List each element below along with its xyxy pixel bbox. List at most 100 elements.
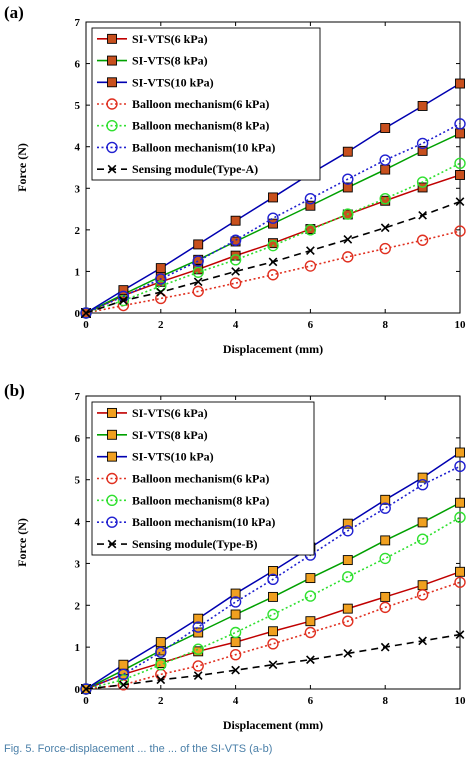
data-point [155,280,167,292]
data-point [416,234,429,246]
data-point [416,479,429,491]
data-point [342,208,354,220]
legend-marker [106,98,118,110]
data-point [380,591,391,602]
legend-label: SI-VTS(6 kPa) [132,32,208,46]
series-line [85,581,461,690]
data-point [155,659,167,671]
legend-label: Sensing module(Type-A) [132,162,258,176]
data-point [380,535,391,546]
panel-label: (b) [4,381,25,400]
y-tick-label: 5 [75,100,81,112]
data-point [192,621,204,633]
data-point [268,566,278,576]
legend-marker [106,141,118,154]
y-tick-label: 6 [75,433,81,445]
y-tick-label: 2 [75,225,81,237]
data-point [192,285,204,298]
data-point [193,613,204,624]
legend-marker [107,407,117,418]
data-point [155,637,166,648]
x-tick-label: 10 [455,319,467,331]
data-point [454,118,466,130]
data-point [229,234,242,246]
y-axis-title: Force (N) [15,518,29,567]
chart-panel-b: (b) 0 2 4 6 8 10 0 1 2 3 4 5 6 7 Displacement (mm) Force… [4,381,466,732]
data-point [342,251,354,263]
x-tick-label: 0 [83,319,89,331]
data-point [379,601,391,614]
legend-marker [107,33,117,44]
data-point [417,580,428,591]
data-point [417,101,428,111]
legend-marker [107,77,117,88]
data-point [380,164,391,175]
x-axis-title: Displacement (mm) [223,718,323,732]
legend-label: Balloon mechanism(6 kPa) [132,472,269,486]
series-6 [81,197,465,318]
data-point [306,655,315,665]
data-point [268,626,278,637]
data-point [80,307,92,319]
y-tick-label: 6 [75,59,81,71]
legend-label: Sensing module(Type-B) [132,537,257,551]
data-point [455,78,465,89]
data-point [155,263,166,274]
data-point [119,296,128,305]
legend-entry: SI-VTS(10 kPa) [97,75,214,89]
legend-label: SI-VTS(10 kPa) [132,75,214,89]
data-point [156,675,166,685]
data-point [454,511,466,524]
legend-label: Balloon mechanism(8 kPa) [132,493,269,507]
data-point [193,671,203,680]
data-point [342,146,353,157]
x-tick-label: 2 [158,695,164,707]
data-point [229,648,242,661]
legend-label: SI-VTS(6 kPa) [132,406,208,420]
legend-entry: Sensing module(Type-A) [97,162,258,176]
legend-label: SI-VTS(10 kPa) [132,450,214,464]
data-point [304,590,317,602]
data-point [229,626,242,639]
series-line [85,162,461,314]
data-point [192,266,204,278]
data-point [305,616,316,627]
data-point [455,630,465,639]
data-point [118,659,129,670]
chart-panel-a: (a) 0 2 4 6 8 10 0 1 2 3 4 5 6 7 Displacement (mm) Force… [4,3,466,356]
x-axis-title: Displacement (mm) [223,342,323,356]
data-point [342,571,354,583]
data-point [416,137,429,150]
data-point [342,615,354,627]
data-point [379,242,391,255]
data-point [380,642,390,652]
data-point [81,308,91,318]
data-point [379,502,391,514]
data-point [342,525,354,537]
data-point [455,566,465,577]
data-point [231,665,240,675]
data-point [155,273,167,285]
legend-entry: Balloon mechanism(6 kPa) [97,472,269,486]
data-point [230,215,241,226]
x-tick-label: 6 [308,319,314,331]
legend-marker [106,120,118,132]
legend-label: Balloon mechanism(8 kPa) [132,119,269,133]
legend-entry: Balloon mechanism(10 kPa) [97,140,275,154]
data-point [380,223,390,233]
legend-entry: Sensing module(Type-B) [97,537,257,551]
data-point [380,494,391,505]
data-point [454,576,466,588]
x-tick-label: 10 [455,695,467,707]
legend-box [91,27,321,181]
data-point [342,173,354,185]
legend-label: Balloon mechanism(10 kPa) [132,515,275,529]
data-point [418,210,427,220]
y-tick-label: 3 [75,183,81,195]
data-point [231,267,240,276]
data-point [267,212,279,224]
legend-entry: SI-VTS(8 kPa) [97,428,208,442]
data-point [156,287,166,297]
figure-caption: Fig. 5. Force-displacement ... the ... o… [4,743,272,755]
data-point [455,170,465,180]
